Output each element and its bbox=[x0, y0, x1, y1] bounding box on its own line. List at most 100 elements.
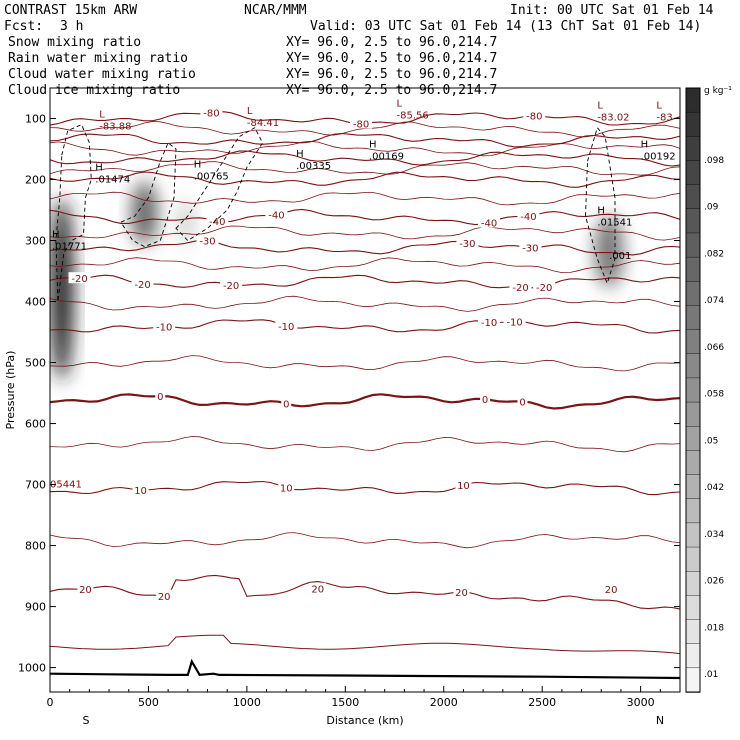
contour-label: 20 bbox=[455, 588, 468, 599]
y-tick-label: 1000 bbox=[18, 662, 46, 675]
temperature-contour bbox=[50, 208, 680, 226]
colorbar-level-label: .042 bbox=[704, 483, 724, 493]
low-marker: L bbox=[656, 100, 662, 111]
colorbar-cell bbox=[685, 595, 701, 621]
contour-label: -40 bbox=[520, 212, 536, 223]
contour-label-bg bbox=[453, 585, 470, 597]
temperature-contour bbox=[50, 239, 680, 256]
colorbar-cell bbox=[685, 256, 701, 282]
temperature-contour bbox=[50, 574, 680, 610]
contour-label: 10 bbox=[280, 484, 293, 495]
contour-label: -10 bbox=[506, 317, 522, 328]
colorbar-cell bbox=[685, 426, 701, 452]
cloud-ice-contour bbox=[120, 142, 177, 248]
colorbar-cell bbox=[685, 474, 701, 500]
colorbar-cell bbox=[685, 329, 701, 355]
plot-frame bbox=[49, 87, 681, 693]
colorbar-level-label: .066 bbox=[704, 343, 724, 353]
y-tick-label: 600 bbox=[25, 418, 46, 431]
y-tick-label: 300 bbox=[25, 235, 46, 248]
temperature-contour bbox=[50, 171, 680, 188]
x-tick-label: 3000 bbox=[627, 696, 655, 709]
y-axis-label: Pressure (hPa) bbox=[4, 351, 17, 430]
snow-shading-blob bbox=[131, 181, 158, 245]
contour-label: 20 bbox=[605, 585, 618, 596]
contour-label: -80 bbox=[203, 109, 219, 120]
contour-label-bg bbox=[77, 583, 94, 595]
colorbar-cell bbox=[685, 498, 701, 524]
high-marker: H bbox=[597, 205, 605, 216]
colorbar-cell bbox=[685, 377, 701, 403]
contour-label-bg bbox=[509, 280, 532, 292]
colorbar-cell bbox=[685, 450, 701, 476]
contour-label: -20 bbox=[223, 281, 239, 292]
y-tick-label: 500 bbox=[25, 357, 46, 370]
init-time: Init: 00 UTC Sat 01 Feb 14 bbox=[510, 3, 714, 18]
contour-label-bg bbox=[455, 478, 472, 490]
temperature-contour bbox=[50, 161, 680, 176]
contour-label: 10 bbox=[457, 481, 470, 492]
contour-label: -20 bbox=[512, 283, 528, 294]
extremum-value: .00192 bbox=[641, 151, 676, 162]
extremum-value: -83.88 bbox=[99, 121, 131, 132]
contour-label: -80 bbox=[353, 119, 369, 130]
colorbar-cell bbox=[685, 184, 701, 210]
colorbar-cell bbox=[685, 667, 701, 693]
contour-label: 10 bbox=[134, 486, 147, 497]
x-tick-label: 2000 bbox=[430, 696, 458, 709]
cloud-ice-contour bbox=[585, 126, 616, 285]
temperature-contour bbox=[50, 295, 680, 312]
colorbar-cell bbox=[685, 571, 701, 597]
contour-label-bg bbox=[281, 397, 292, 409]
x-tick-label: 2500 bbox=[528, 696, 556, 709]
colorbar-cell bbox=[685, 136, 701, 162]
field-xy-cloud-ice: XY= 96.0, 2.5 to 96.0,214.7 bbox=[286, 83, 497, 98]
field-xy-cloud-water: XY= 96.0, 2.5 to 96.0,214.7 bbox=[286, 67, 497, 82]
contour-label-bg bbox=[153, 320, 176, 332]
field-name-cloud-ice: Cloud ice mixing ratio bbox=[8, 83, 180, 98]
contour-label-bg bbox=[603, 583, 620, 595]
contour-label-bg bbox=[275, 320, 298, 332]
contour-label: -40 bbox=[481, 218, 497, 229]
extremum-value: .00765 bbox=[194, 172, 229, 183]
colorbar-cell bbox=[685, 281, 701, 307]
forecast-hours: 3 h bbox=[60, 19, 83, 34]
field-xy-rain: XY= 96.0, 2.5 to 96.0,214.7 bbox=[286, 51, 497, 66]
x-end-south: S bbox=[83, 714, 90, 727]
x-end-north: N bbox=[656, 714, 664, 727]
temperature-contour bbox=[50, 532, 680, 549]
contour-label-bg bbox=[456, 236, 479, 248]
colorbar-cell bbox=[685, 232, 701, 258]
colorbar-cell bbox=[685, 87, 701, 113]
contour-label-bg bbox=[503, 315, 526, 327]
x-tick-label: 0 bbox=[47, 696, 54, 709]
field-name-rain: Rain water mixing ratio bbox=[8, 51, 188, 66]
colorbar-cell bbox=[685, 353, 701, 379]
extremum-value: -85.56 bbox=[397, 111, 429, 122]
contour-label-bg bbox=[265, 208, 288, 220]
temperature-contour bbox=[50, 132, 680, 148]
extremum-value: -83.02 bbox=[597, 112, 629, 123]
contour-label-bg bbox=[519, 241, 542, 253]
y-tick-label: 100 bbox=[25, 113, 46, 126]
x-axis-label: Distance (km) bbox=[326, 714, 403, 727]
forecast-label: Fcst: bbox=[4, 19, 43, 34]
colorbar-level-label: .09 bbox=[704, 203, 719, 213]
extremum-value: .01474 bbox=[95, 175, 130, 186]
field-name-snow: Snow mixing ratio bbox=[8, 35, 141, 50]
y-tick-label: 400 bbox=[25, 296, 46, 309]
temperature-contour bbox=[50, 191, 680, 206]
terrain-line bbox=[50, 658, 680, 680]
colorbar-cell bbox=[685, 305, 701, 331]
organization-label: NCAR/MMM bbox=[244, 3, 307, 18]
temperature-contour bbox=[50, 225, 680, 241]
contour-label: -10 bbox=[156, 323, 172, 334]
contour-label-bg bbox=[156, 589, 173, 601]
contour-label: 20 bbox=[311, 585, 324, 596]
colorbar-level-label: .058 bbox=[704, 390, 724, 400]
contour-label: 0 bbox=[283, 399, 289, 410]
colorbar-level-label: .026 bbox=[704, 577, 724, 587]
snow-shading-blob bbox=[595, 215, 624, 288]
temperature-contour bbox=[50, 393, 680, 410]
